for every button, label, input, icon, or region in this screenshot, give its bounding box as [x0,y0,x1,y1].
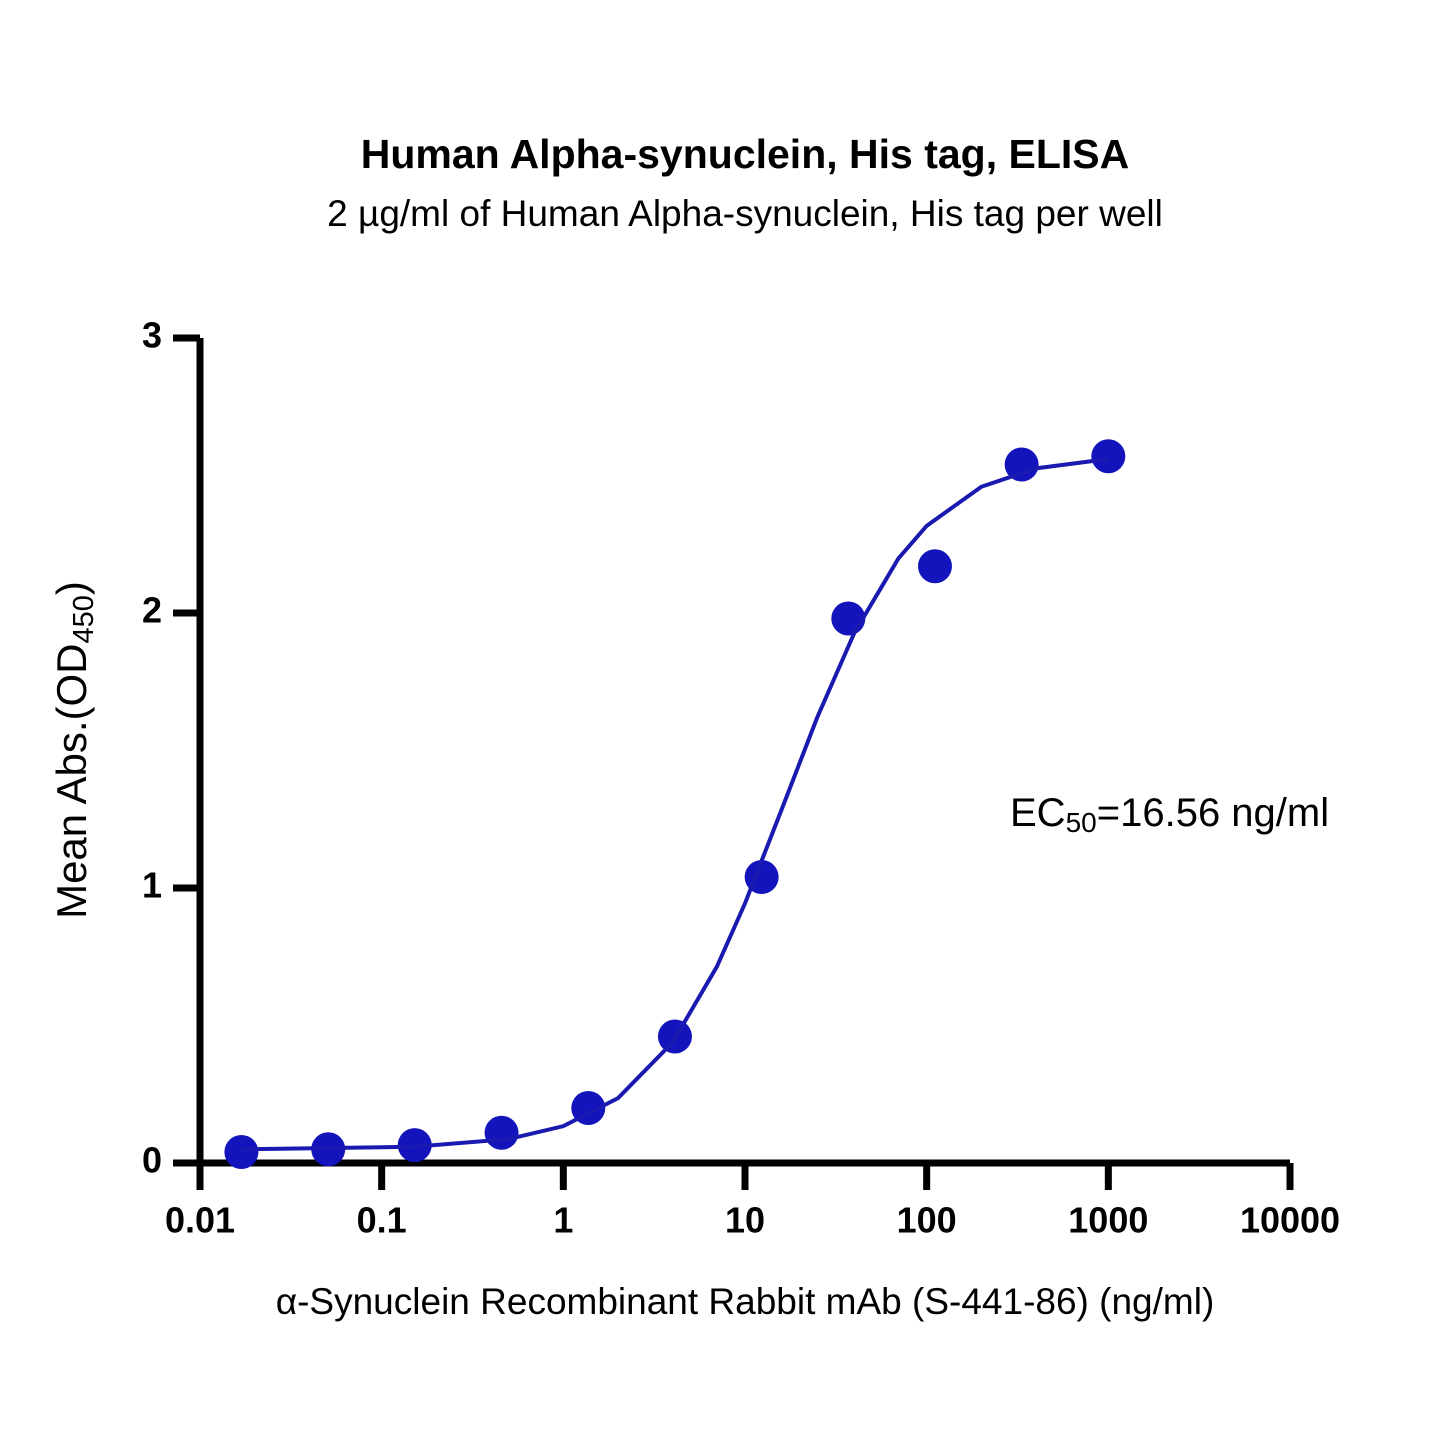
data-point [1091,439,1126,474]
annotation: EC50=16.56 ng/ml [1010,791,1329,839]
data-point [831,601,866,636]
y-tick-label: 2 [142,590,162,631]
x-tick-label: 0.1 [357,1200,407,1241]
data-point [1004,447,1039,482]
x-tick-label: 10000 [1240,1200,1340,1241]
y-label-text: Mean Abs.(OD [48,643,95,918]
y-label-sub: 450 [68,595,100,643]
data-point [484,1115,519,1150]
fit-curve [241,457,1109,1152]
data-point [917,549,952,584]
y-axis-label: Mean Abs.(OD450) [48,581,100,919]
y-tick-label: 3 [142,315,162,356]
data-point [224,1135,259,1169]
y-tick-label: 1 [142,865,162,906]
chart-title: Human Alpha-synuclein, His tag, ELISA [361,131,1130,177]
annotation-text: EC [1010,791,1066,835]
x-axis-label: α-Synuclein Recombinant Rabbit mAb (S-44… [276,1281,1215,1322]
annotation-sub: 50 [1066,807,1097,838]
x-tick-label: 1000 [1068,1200,1148,1241]
x-tick-label: 100 [897,1200,957,1241]
y-label-text: ) [48,581,95,595]
chart-subtitle: 2 µg/ml of Human Alpha-synuclein, His ta… [327,193,1163,234]
x-tick-label: 10 [725,1200,765,1241]
x-tick-label: 1 [553,1200,573,1241]
x-tick-label: 0.01 [165,1200,235,1241]
y-tick-label: 0 [142,1140,162,1181]
annotation-text: =16.56 ng/ml [1097,791,1329,835]
